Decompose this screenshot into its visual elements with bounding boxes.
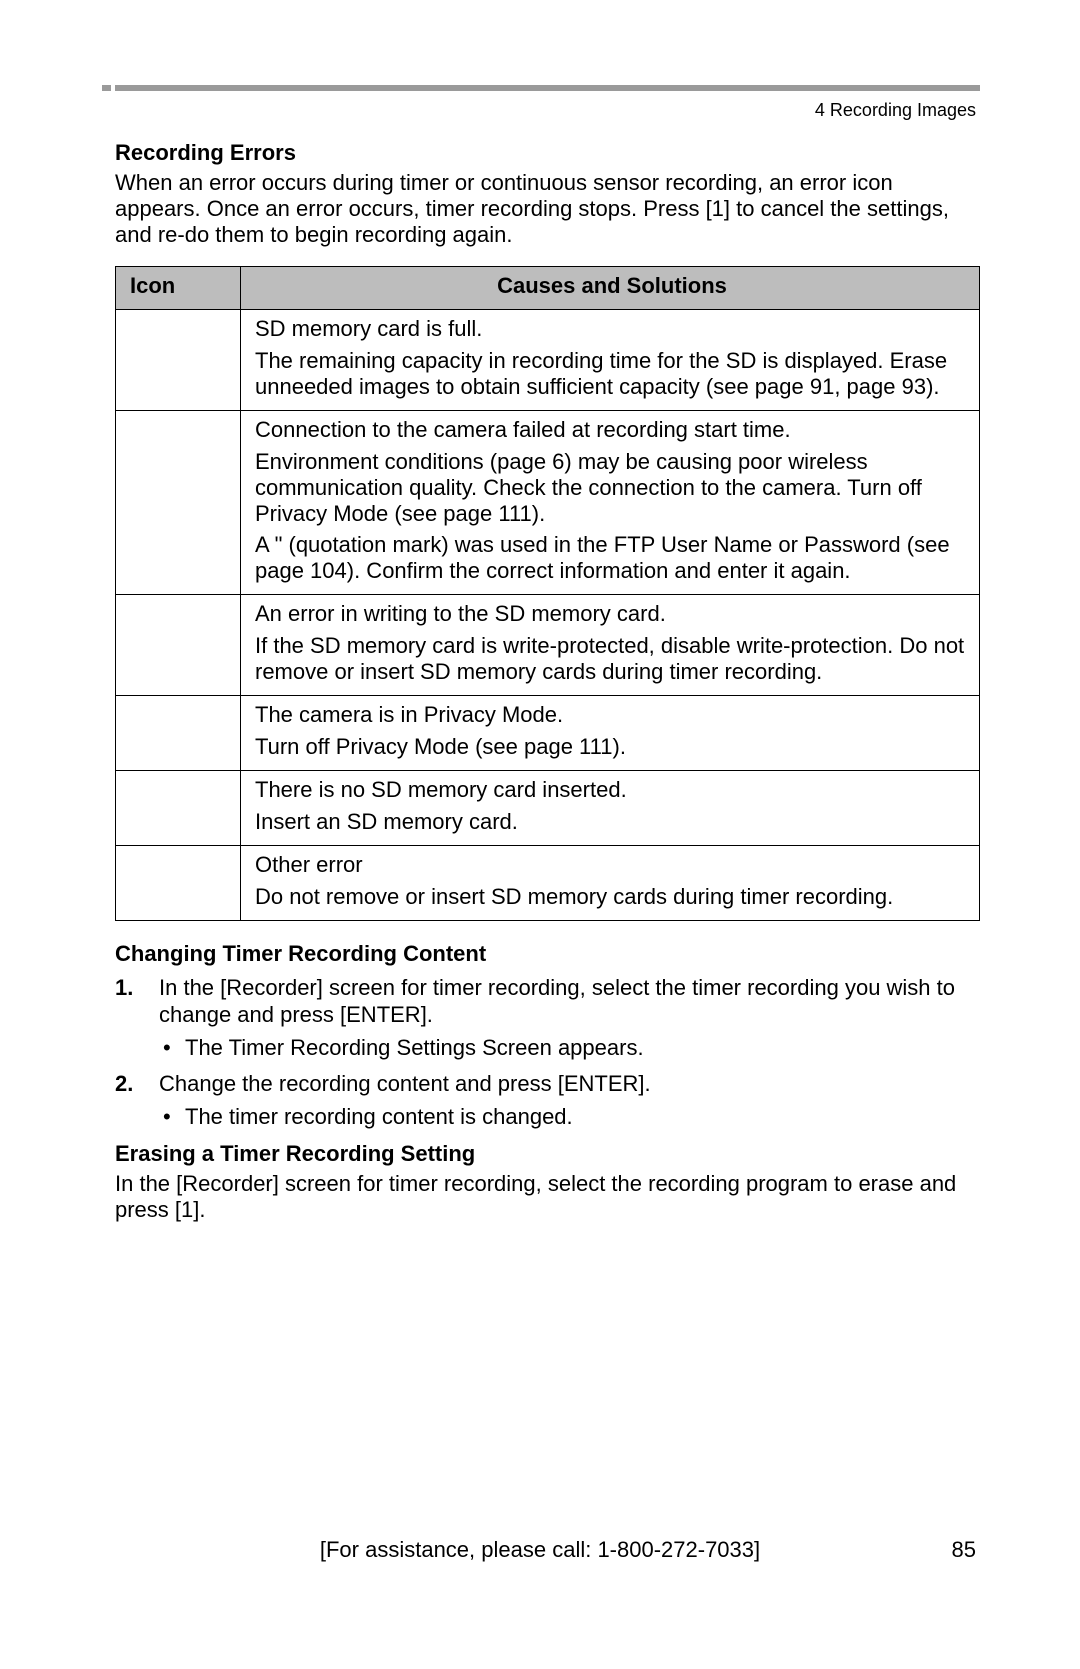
steps-list: 1. In the [Recorder] screen for timer re… xyxy=(115,975,980,1131)
cell-icon xyxy=(116,595,241,696)
step-text: In the [Recorder] screen for timer recor… xyxy=(159,975,955,1027)
table-row: The camera is in Privacy Mode. Turn off … xyxy=(116,696,980,771)
cell-cause: Connection to the camera failed at recor… xyxy=(241,410,980,595)
cell-text: The camera is in Privacy Mode. xyxy=(255,702,969,728)
heading-recording-errors: Recording Errors xyxy=(115,140,980,166)
cell-icon xyxy=(116,771,241,846)
heading-erasing-timer: Erasing a Timer Recording Setting xyxy=(115,1141,980,1167)
step-text: Change the recording content and press [… xyxy=(159,1071,651,1096)
heading-changing-timer: Changing Timer Recording Content xyxy=(115,941,980,967)
cell-text: Connection to the camera failed at recor… xyxy=(255,417,969,443)
bullet-item: The Timer Recording Settings Screen appe… xyxy=(159,1035,980,1062)
table-row: Other error Do not remove or insert SD m… xyxy=(116,846,980,921)
cell-cause: The camera is in Privacy Mode. Turn off … xyxy=(241,696,980,771)
table-header-row: Icon Causes and Solutions xyxy=(116,266,980,309)
table-row: There is no SD memory card inserted. Ins… xyxy=(116,771,980,846)
table-row: SD memory card is full. The remaining ca… xyxy=(116,309,980,410)
footer-page-number: 85 xyxy=(952,1537,976,1563)
bullet-item: The timer recording content is changed. xyxy=(159,1104,980,1131)
cell-text: Insert an SD memory card. xyxy=(255,809,969,835)
cell-text: Do not remove or insert SD memory cards … xyxy=(255,884,969,910)
cell-cause: Other error Do not remove or insert SD m… xyxy=(241,846,980,921)
footer-assist-text: [For assistance, please call: 1-800-272-… xyxy=(0,1537,1080,1563)
th-icon: Icon xyxy=(116,266,241,309)
cell-text: Environment conditions (page 6) may be c… xyxy=(255,449,969,527)
cell-text: If the SD memory card is write-protected… xyxy=(255,633,969,685)
cell-text: A " (quotation mark) was used in the FTP… xyxy=(255,532,969,584)
th-causes: Causes and Solutions xyxy=(241,266,980,309)
table-row: Connection to the camera failed at recor… xyxy=(116,410,980,595)
error-table: Icon Causes and Solutions SD memory card… xyxy=(115,266,980,921)
step-item: 2. Change the recording content and pres… xyxy=(115,1071,980,1131)
cell-cause: SD memory card is full. The remaining ca… xyxy=(241,309,980,410)
cell-text: An error in writing to the SD memory car… xyxy=(255,601,969,627)
step-bullets: The Timer Recording Settings Screen appe… xyxy=(159,1035,980,1062)
cell-text: Turn off Privacy Mode (see page 111). xyxy=(255,734,969,760)
running-head: 4 Recording Images xyxy=(815,100,976,121)
cell-text: Other error xyxy=(255,852,969,878)
manual-page: 4 Recording Images Recording Errors When… xyxy=(0,0,1080,1669)
cell-icon xyxy=(116,309,241,410)
cell-text: SD memory card is full. xyxy=(255,316,969,342)
step-item: 1. In the [Recorder] screen for timer re… xyxy=(115,975,980,1061)
cell-cause: There is no SD memory card inserted. Ins… xyxy=(241,771,980,846)
table-row: An error in writing to the SD memory car… xyxy=(116,595,980,696)
cell-text: There is no SD memory card inserted. xyxy=(255,777,969,803)
para-erasing-timer: In the [Recorder] screen for timer recor… xyxy=(115,1171,980,1223)
step-bullets: The timer recording content is changed. xyxy=(159,1104,980,1131)
header-rule-long xyxy=(115,85,980,91)
cell-icon xyxy=(116,696,241,771)
step-number: 2. xyxy=(115,1071,133,1098)
cell-text: The remaining capacity in recording time… xyxy=(255,348,969,400)
cell-icon xyxy=(116,846,241,921)
step-number: 1. xyxy=(115,975,133,1002)
cell-cause: An error in writing to the SD memory car… xyxy=(241,595,980,696)
page-content: Recording Errors When an error occurs du… xyxy=(115,140,980,1241)
header-rule-short xyxy=(102,85,111,91)
para-recording-errors: When an error occurs during timer or con… xyxy=(115,170,980,248)
cell-icon xyxy=(116,410,241,595)
